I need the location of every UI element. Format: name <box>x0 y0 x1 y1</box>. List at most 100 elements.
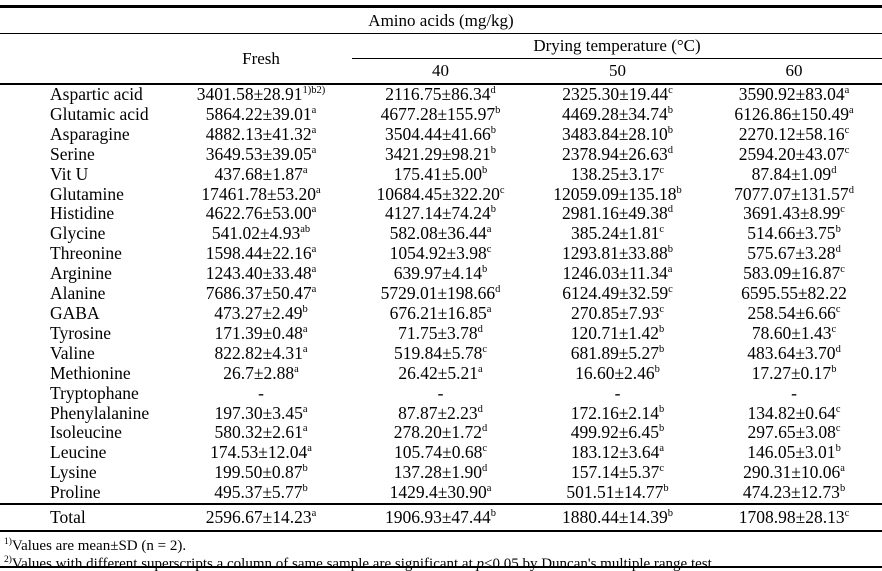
amino-acid-name: Tyrosine <box>50 322 111 343</box>
value-text: 270.85±7.93 <box>570 302 660 323</box>
value-text: 17461.78±53.20 <box>201 183 316 204</box>
significance-superscript: c <box>482 443 488 455</box>
value-cell: 519.84±5.78c <box>352 342 529 364</box>
value-text: 1246.03±11.34 <box>562 263 668 284</box>
significance-superscript: b <box>495 105 501 117</box>
value-text: 3401.58±28.91 <box>196 84 303 104</box>
total-row: Total 2596.67±14.23a 1906.93±47.44b 1880.44… <box>0 503 882 533</box>
value-text: 3649.53±39.05 <box>205 143 312 164</box>
value-cell: 71.75±3.78d <box>352 323 529 344</box>
value-cell: 87.87±2.23d <box>352 403 529 424</box>
total-label: Total <box>0 503 170 533</box>
value-text: - <box>258 382 264 403</box>
value-cell: 297.65±3.08c <box>706 422 882 443</box>
significance-superscript: a <box>307 443 312 455</box>
value-text: 2981.16±49.38 <box>561 203 668 224</box>
value-cell: 4677.28±155.97b <box>352 104 529 125</box>
header-row: Fresh Drying temperature (°C) <box>0 33 882 85</box>
value-text: 297.65±3.08 <box>747 422 836 443</box>
value-text: 676.21±16.85 <box>389 302 487 323</box>
table-row: Threonine 1598.44±22.16a 1054.92±3.98c 1293… <box>0 243 882 264</box>
value-text: 6126.86±150.49 <box>734 103 849 124</box>
value-text: 582.08±36.44 <box>389 223 487 244</box>
value-cell: 3590.92±83.04a <box>706 84 882 105</box>
value-cell: 2596.67±14.23a <box>170 503 352 533</box>
significance-superscript: a <box>477 363 483 375</box>
amino-acid-name: Aspartic acid <box>50 84 143 104</box>
value-text: 499.92±6.45 <box>570 422 660 443</box>
footnote-1: 1)Values are mean±SD (n = 2). <box>4 537 882 555</box>
significance-superscript: b <box>659 423 665 435</box>
value-cell: 2981.16±49.38d <box>529 203 706 224</box>
value-text: 1293.81±33.88 <box>561 243 668 264</box>
significance-superscript: b <box>667 508 674 520</box>
temp-40-header: 40 <box>352 58 529 85</box>
value-text: 6595.55±82.22 <box>741 283 847 304</box>
value-text: 26.42±5.21 <box>398 362 478 383</box>
value-text: 157.14±5.37 <box>570 462 660 483</box>
value-cell: 4882.13±41.32a <box>170 124 352 145</box>
value-cell: 290.31±10.06a <box>706 462 882 483</box>
value-text: 1429.4±30.90 <box>389 482 487 503</box>
value-cell: 172.16±2.14b <box>529 403 706 424</box>
significance-superscript: d <box>495 284 501 296</box>
value-cell: 258.54±6.66c <box>706 302 882 324</box>
significance-superscript: b <box>659 343 665 355</box>
value-text: 519.84±5.78 <box>393 342 483 363</box>
significance-superscript: a <box>302 164 308 176</box>
significance-superscript: b <box>667 244 674 256</box>
significance-superscript: a <box>294 363 299 375</box>
table-row: Lysine 199.50±0.87b 137.28±1.90d 157.14±5.3… <box>0 462 882 483</box>
value-cell: 3504.44±41.66b <box>352 124 529 145</box>
value-cell: 4622.76±53.00a <box>170 203 352 224</box>
value-text: 473.27±2.49 <box>214 302 303 323</box>
significance-superscript: d <box>835 244 841 256</box>
value-text: 3421.29±98.21 <box>384 143 491 164</box>
value-text: 2116.75±86.34 <box>385 84 491 104</box>
significance-superscript: a <box>302 403 308 415</box>
value-text: 258.54±6.66 <box>747 302 836 323</box>
value-cell: 146.05±3.01b <box>706 442 882 463</box>
value-cell: 6126.86±150.49a <box>706 103 882 125</box>
amino-acid-name: Proline <box>50 482 101 503</box>
table-row: Leucine 174.53±12.04a 105.74±0.68c 183.12±3… <box>0 442 882 463</box>
table-row: Arginine 1243.40±33.48a 639.97±4.14b 1246.0… <box>0 263 882 284</box>
significance-superscript: 1)b2) <box>302 85 326 97</box>
significance-superscript: d <box>477 403 483 415</box>
value-cell: 87.84±1.09d <box>706 164 882 185</box>
value-cell: 583.09±16.87c <box>706 263 882 284</box>
value-text: 1243.40±33.48 <box>205 263 312 284</box>
value-text: 1906.93±47.44 <box>384 507 491 528</box>
value-text: 495.37±5.77 <box>214 482 303 503</box>
value-text: 1054.92±3.98 <box>389 243 487 264</box>
significance-superscript: b <box>654 363 660 375</box>
amino-acid-name: Phenylalanine <box>50 402 150 423</box>
value-cell: 2270.12±58.16c <box>706 124 882 145</box>
value-cell: 483.64±3.70d <box>706 343 882 364</box>
value-cell: 575.67±3.28d <box>706 243 882 264</box>
significance-superscript: d <box>482 463 488 475</box>
value-text: 146.05±3.01 <box>747 442 836 463</box>
significance-superscript: b <box>659 324 665 336</box>
value-cell: 270.85±7.93c <box>529 302 706 324</box>
value-text: 681.89±5.27 <box>570 342 660 363</box>
value-cell: 4469.28±34.74b <box>529 103 706 125</box>
value-text: 385.24±1.81 <box>570 223 660 244</box>
significance-superscript: b <box>490 144 497 156</box>
significance-superscript: a <box>667 264 673 276</box>
value-text: 197.30±3.45 <box>214 402 303 423</box>
significance-superscript: b <box>490 124 497 136</box>
significance-superscript: c <box>499 184 505 196</box>
table-row: Histidine 4622.76±53.00a 4127.14±74.24b 298… <box>0 203 882 224</box>
value-cell: 2325.30±19.44c <box>529 84 706 105</box>
table-row: Proline 495.37±5.77b 1429.4±30.90a 501.51±1… <box>0 482 882 504</box>
value-text: 134.82±0.64 <box>747 402 836 423</box>
footnote-1-text: Values are mean±SD (n = 2). <box>11 538 187 555</box>
significance-superscript: a <box>486 224 492 236</box>
value-text: 4469.28±34.74 <box>561 103 668 124</box>
value-text: 174.53±12.04 <box>210 442 308 463</box>
amino-acid-name: Leucine <box>50 442 107 463</box>
table-title: Amino acids (mg/kg) <box>0 6 882 34</box>
significance-superscript: a <box>486 304 492 316</box>
significance-superscript: ab <box>300 224 311 236</box>
